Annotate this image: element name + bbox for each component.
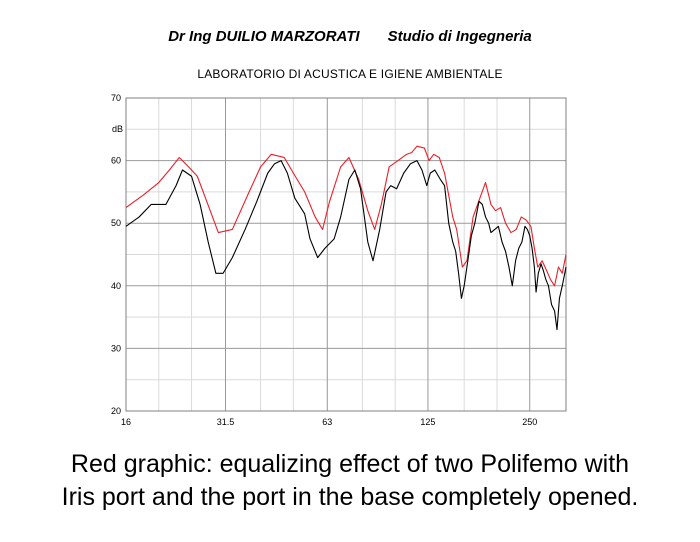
caption: Red graphic: equalizing effect of two Po… (0, 448, 700, 514)
header: Dr Ing DUILIO MARZORATI Studio di Ingegne… (0, 28, 700, 45)
y-tick-label: 30 (111, 343, 121, 353)
x-tick-label: 250 (522, 417, 537, 427)
y-axis-ticks: 20 30 40 50 60 70 (111, 93, 121, 416)
caption-line-2: Iris port and the port in the base compl… (61, 483, 639, 511)
y-tick-label: 70 (111, 93, 121, 103)
header-studio: Studio di Ingegneria (387, 28, 532, 45)
y-tick-label: 40 (111, 281, 121, 291)
y-tick-label: 50 (111, 218, 121, 228)
series-layer (125, 145, 567, 331)
caption-line-1: Red graphic: equalizing effect of two Po… (70, 450, 630, 478)
x-tick-label: 16 (121, 417, 131, 427)
y-tick-label: 60 (111, 156, 121, 166)
y-tick-label: 20 (111, 406, 121, 416)
x-tick-label: 63 (322, 417, 332, 427)
series-line-black (125, 160, 567, 331)
x-tick-label: 31.5 (217, 417, 235, 427)
x-axis-ticks: 16 31.5 63 125 250 (121, 417, 537, 427)
x-tick-label: 125 (420, 417, 435, 427)
series-line-red (125, 145, 567, 287)
header-author: Dr Ing DUILIO MARZORATI (168, 28, 360, 45)
y-axis-label: dB (112, 124, 123, 134)
frequency-response-chart: 16 31.5 63 125 250 20 30 40 50 60 70 dB (111, 93, 567, 427)
lab-title: LABORATORIO DI ACUSTICA E IGIENE AMBIENT… (197, 67, 503, 81)
minor-grid (126, 98, 566, 411)
